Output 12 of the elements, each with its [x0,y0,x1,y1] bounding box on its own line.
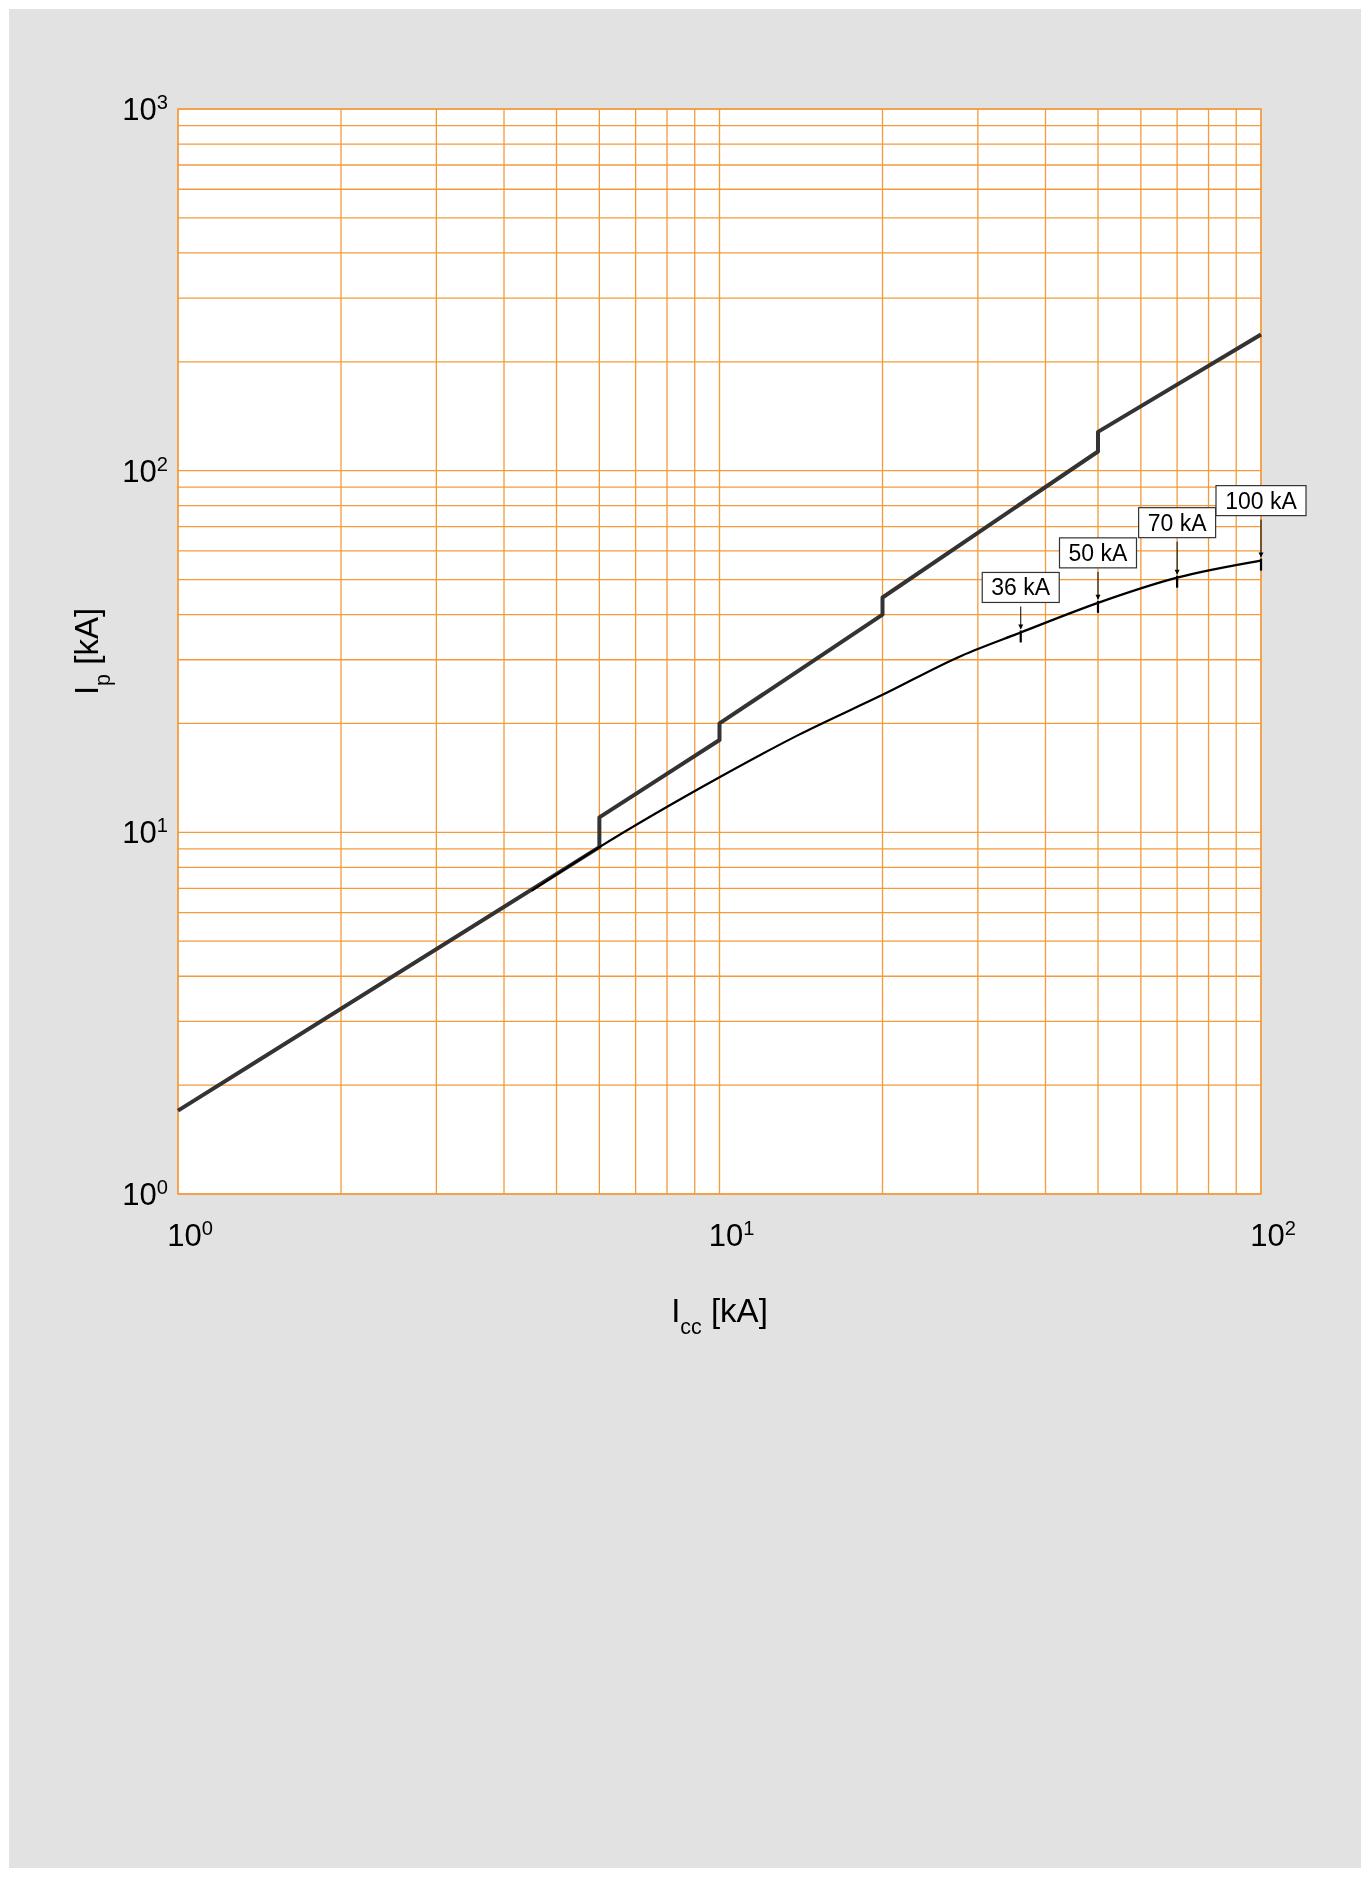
y-tick-label: 10$^{2}$ [122,452,168,489]
x-axis-title: I$_{cc}$ [kA] [671,1292,768,1339]
annotation: 50 kA [1068,539,1129,566]
annotation: 70 kA [1147,509,1208,536]
y-tick-label: 10$^{1}$ [122,814,168,851]
y-tick-label: 10$^{3}$ [122,91,168,127]
annotation: 36 kA [991,574,1051,601]
x-tick-label: 10$^{2}$ [1250,1217,1296,1253]
x-tick-label: 10$^{0}$ [167,1217,213,1253]
y-tick-label: 10$^{0}$ [122,1176,168,1212]
annotation: 100 kA [1225,487,1298,514]
x-tick-label: 10$^{1}$ [708,1217,755,1253]
